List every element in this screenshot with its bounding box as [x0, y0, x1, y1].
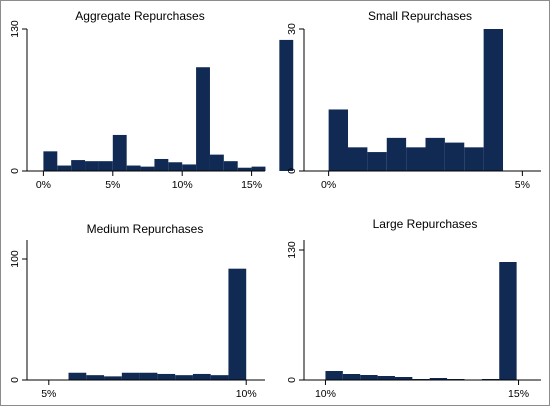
x-ticks-aggregate: 0% 5% 10% 15% — [36, 171, 262, 191]
histogram-bar — [360, 375, 378, 380]
histogram-bar — [86, 375, 105, 380]
histogram-bar — [279, 39, 294, 171]
histogram-bar — [192, 373, 211, 380]
x-tick-label: 10% — [315, 388, 336, 400]
y-tick-label: 0 — [9, 168, 21, 174]
x-tick-label: 15% — [241, 179, 262, 191]
histogram-bar — [483, 29, 504, 171]
bars-aggregate — [43, 39, 294, 171]
histogram-bar — [386, 137, 407, 171]
panel-small: Small Repurchases 0% 5% 0 30 — [286, 9, 541, 191]
bars-small — [328, 29, 504, 171]
histogram-bar — [57, 165, 72, 171]
bars-large — [325, 262, 517, 380]
histogram-bar — [325, 371, 343, 380]
histogram-bar — [429, 378, 448, 380]
histogram-bar — [157, 373, 176, 380]
histogram-bar — [394, 377, 413, 380]
histogram-bar — [228, 268, 247, 380]
histogram-bar — [85, 161, 99, 171]
histogram-bar — [377, 376, 395, 380]
y-tick-label: 130 — [286, 241, 298, 259]
y-ticks-aggregate: 0 130 — [9, 20, 27, 174]
histogram-bar — [348, 147, 368, 171]
histogram-bar — [251, 166, 266, 171]
histogram-bar — [139, 372, 158, 380]
panel-title: Aggregate Repurchases — [75, 9, 204, 23]
histogram-bar — [140, 166, 155, 171]
histogram-bar — [126, 165, 141, 171]
histogram-bar — [237, 167, 252, 171]
histogram-bar — [499, 262, 517, 380]
panel-medium: Medium Repurchases 5% 10% 0 100 — [9, 222, 265, 400]
bars-medium — [68, 268, 247, 380]
y-tick-label: 100 — [9, 250, 21, 268]
y-tick-label: 30 — [286, 23, 298, 35]
y-ticks-small: 0 30 — [286, 23, 304, 174]
histogram-bar — [175, 375, 193, 380]
histogram-bar — [71, 160, 86, 171]
panel-title: Small Repurchases — [368, 9, 472, 23]
y-ticks-medium: 0 100 — [9, 250, 27, 383]
x-tick-label: 5% — [41, 388, 56, 400]
histogram-bar — [210, 375, 229, 380]
x-tick-label: 15% — [508, 388, 529, 400]
x-ticks-large: 10% 15% — [315, 380, 529, 400]
histogram-bar — [425, 137, 445, 171]
histogram-bar — [68, 372, 87, 380]
histogram-bar — [406, 147, 426, 171]
x-tick-label: 5% — [105, 179, 120, 191]
y-ticks-large: 0 130 — [286, 241, 304, 383]
histogram-bar — [112, 134, 127, 171]
histogram-bar — [168, 162, 183, 171]
y-tick-label: 130 — [9, 20, 21, 38]
x-tick-label: 10% — [236, 388, 257, 400]
x-tick-label: 0% — [36, 179, 51, 191]
histogram-bar — [43, 151, 58, 171]
x-tick-label: 5% — [515, 179, 530, 191]
x-tick-label: 10% — [172, 179, 193, 191]
panel-title: Large Repurchases — [373, 217, 478, 231]
histogram-bar — [223, 161, 238, 171]
y-tick-label: 0 — [286, 168, 298, 174]
x-ticks-medium: 5% 10% — [41, 380, 257, 400]
histogram-bar — [444, 142, 465, 171]
y-tick-label: 0 — [286, 377, 298, 383]
histogram-bar — [209, 154, 224, 171]
histogram-bar — [196, 67, 210, 171]
histogram-bar — [342, 374, 361, 380]
histogram-bar — [154, 158, 169, 171]
panel-title: Medium Repurchases — [87, 222, 204, 236]
x-tick-label: 0% — [321, 179, 336, 191]
panel-aggregate: Aggregate Repurchases 0% 5% 10% 15% 0 130 — [9, 9, 294, 191]
histogram-bar — [328, 109, 349, 171]
histogram-bar — [182, 164, 197, 171]
histogram-bar — [367, 152, 387, 171]
histogram-bar — [104, 376, 122, 380]
histogram-bar — [464, 147, 484, 171]
panel-large: Large Repurchases 10% 15% 0 130 — [286, 217, 541, 400]
y-tick-label: 0 — [9, 377, 21, 383]
x-ticks-small: 0% 5% — [321, 171, 530, 191]
histogram-bar — [98, 161, 113, 171]
histogram-bar — [121, 372, 140, 380]
